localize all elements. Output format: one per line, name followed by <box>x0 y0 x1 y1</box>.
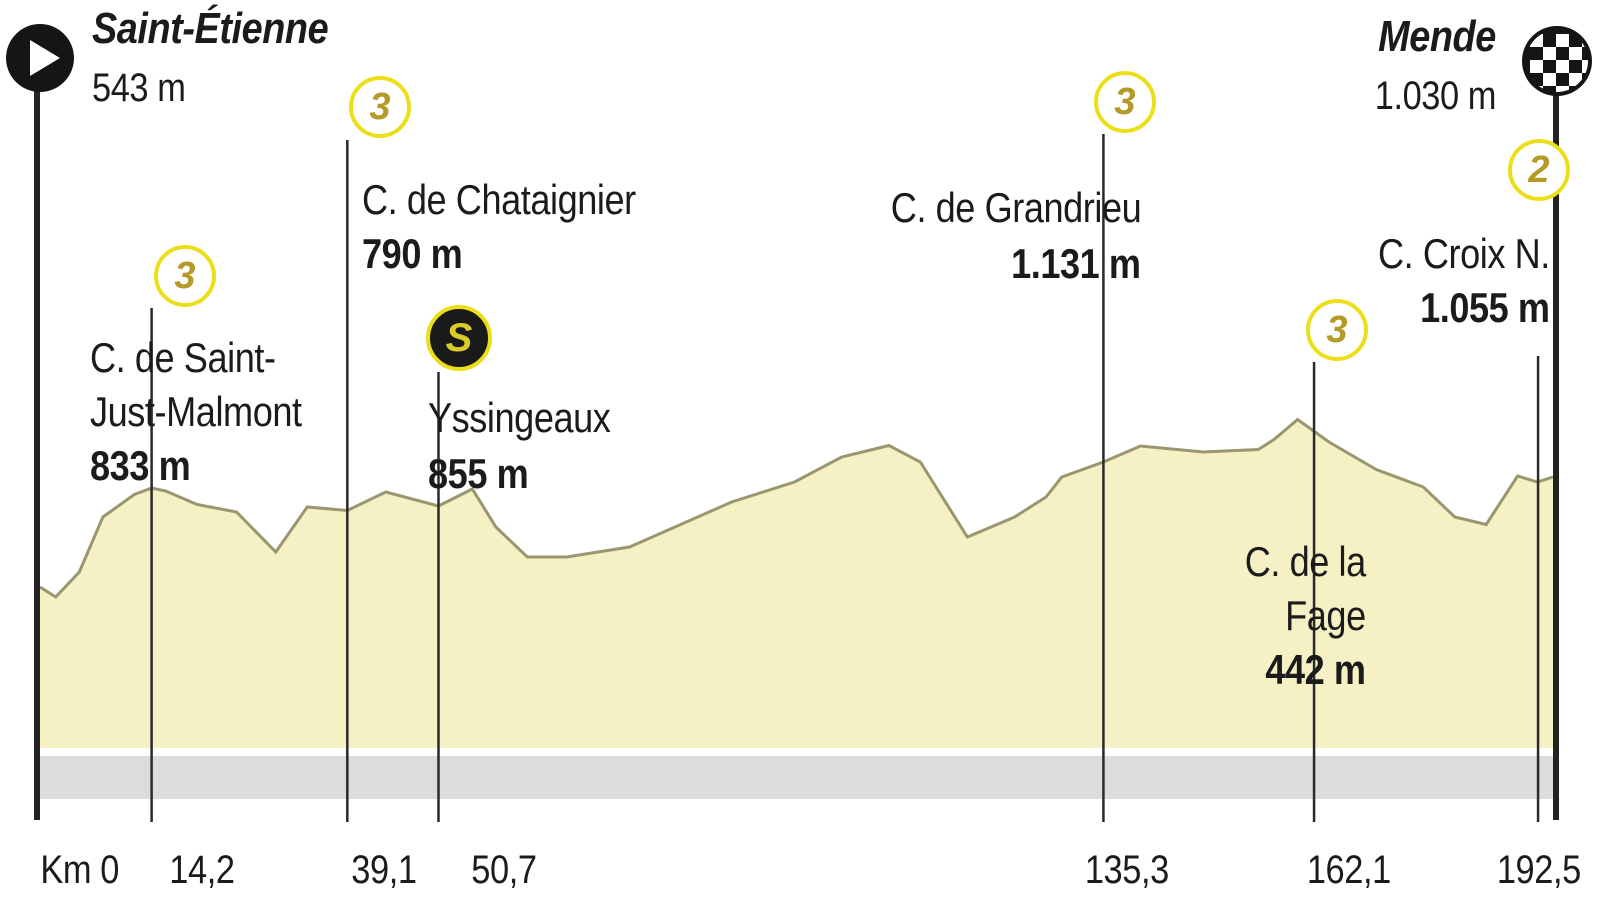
sprint-name: Yssingeaux <box>428 394 611 441</box>
checker-square <box>1569 47 1582 60</box>
checker-square <box>1582 60 1588 73</box>
climb-category-badge: 3 <box>1306 299 1368 361</box>
finish-city: Mende <box>1378 12 1496 61</box>
checker-square <box>1569 73 1582 86</box>
checker-square <box>1582 86 1588 92</box>
climb-name: C. de la <box>1244 538 1366 585</box>
sprint-altitude: 855 m <box>428 450 529 497</box>
km-label: 135,3 <box>1084 848 1169 892</box>
climb-name: Fage <box>1285 592 1366 639</box>
climb-category-badge: 3 <box>1094 71 1156 133</box>
km-label-start: Km 0 <box>40 848 119 892</box>
checker-square <box>1582 47 1588 60</box>
km-label: 162,1 <box>1306 848 1391 892</box>
climb-name: C. de Chataignier <box>362 176 636 223</box>
climb-name: Just-Malmont <box>90 388 302 435</box>
checker-square <box>1530 47 1543 60</box>
checker-square <box>1543 86 1556 92</box>
climb-altitude: 1.131 m <box>1011 240 1141 287</box>
climb-altitude: 442 m <box>1265 646 1367 693</box>
climb-category-badge: 2 <box>1508 139 1570 201</box>
climb-category-badge: 3 <box>349 76 411 138</box>
checker-square <box>1556 34 1569 47</box>
climb-altitude: 1.055 m <box>1420 284 1550 331</box>
finish-elevation: 1.030 m <box>1374 74 1497 118</box>
climb-altitude: 790 m <box>362 230 463 277</box>
elevation-outline <box>39 417 1554 599</box>
checker-square <box>1556 47 1569 60</box>
km-label: 50,7 <box>471 848 537 892</box>
checker-square <box>1556 60 1569 73</box>
road-band <box>40 756 1553 799</box>
checker-square <box>1556 86 1569 92</box>
start-icon <box>6 24 74 92</box>
climb-name: C. Croix N. <box>1378 230 1550 277</box>
checker-square <box>1543 60 1556 73</box>
km-label: 39,1 <box>351 848 417 892</box>
checker-square <box>1543 34 1556 47</box>
checker-square <box>1556 73 1569 86</box>
checker-square <box>1543 47 1556 60</box>
climb-category-badge: 3 <box>154 245 216 307</box>
climb-altitude: 833 m <box>90 442 191 489</box>
sprint-badge: S <box>426 305 492 371</box>
checker-square <box>1543 73 1556 86</box>
start-city: Saint-Étienne <box>92 4 329 53</box>
checker-square <box>1530 60 1543 73</box>
climb-name: C. de Saint- <box>90 334 276 381</box>
km-label-end: 192,5 <box>1496 848 1581 892</box>
finish-flag-icon <box>1522 26 1592 96</box>
checker-square <box>1569 60 1582 73</box>
climb-name: C. de Grandrieu <box>890 184 1141 231</box>
start-elevation: 543 m <box>92 66 186 110</box>
km-label: 14,2 <box>169 848 235 892</box>
